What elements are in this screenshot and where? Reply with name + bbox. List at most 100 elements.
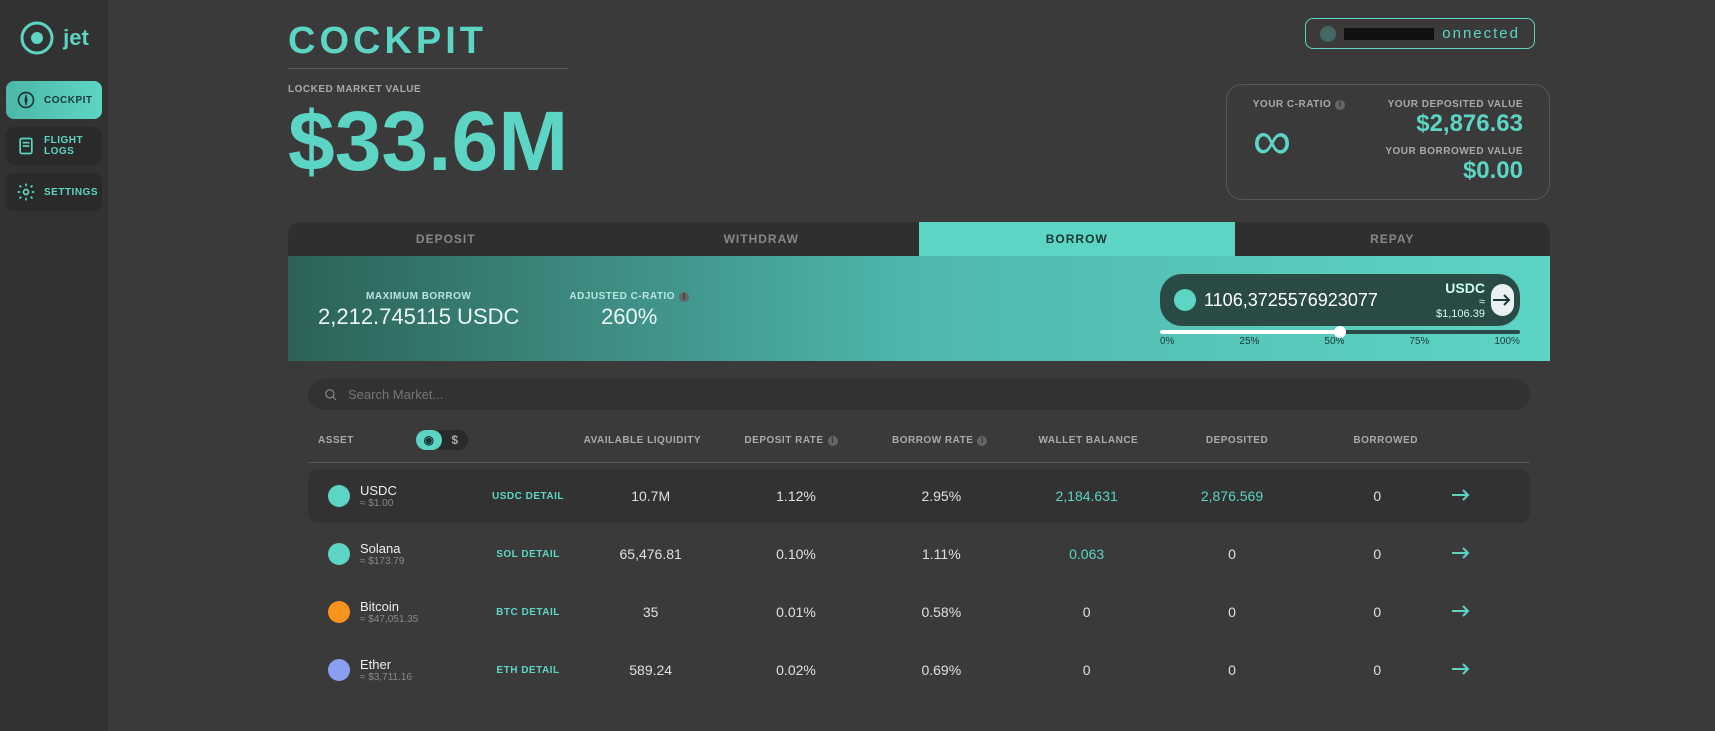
cell-wallet: 0 <box>1014 662 1159 678</box>
info-icon[interactable]: i <box>977 436 987 446</box>
adj-cratio-value: 260% <box>569 304 689 330</box>
toggle-native-icon: ◉ <box>416 430 442 450</box>
col-borrowed: BORROWED <box>1311 435 1460 446</box>
borrow-panel: MAXIMUM BORROW 2,212.745115 USDC ADJUSTE… <box>288 256 1550 361</box>
brand-text: jet <box>63 25 89 51</box>
cell-wallet: 0.063 <box>1014 546 1159 562</box>
arrow-right-icon <box>1450 662 1472 676</box>
locked-market-block: LOCKED MARKET VALUE $33.6M <box>288 84 568 183</box>
cell-borrow-rate: 0.58% <box>869 604 1014 620</box>
table-row[interactable]: USDC≈ $1.00 USDC DETAIL 10.7M 1.12% 2.95… <box>308 469 1530 523</box>
borrowed-label: YOUR BORROWED VALUE <box>1385 146 1523 157</box>
amount-input-wrap: USDC ≈ $1,106.39 <box>1160 274 1520 326</box>
compass-icon <box>16 90 36 110</box>
col-asset: ASSET <box>318 435 354 446</box>
col-deposit-rate: DEPOSIT RATEi <box>717 435 866 446</box>
cell-deposit-rate: 0.02% <box>723 662 868 678</box>
info-icon[interactable]: i <box>679 292 689 302</box>
currency-block: USDC ≈ $1,106.39 <box>1436 280 1485 320</box>
asset-detail-link[interactable]: ETH DETAIL <box>478 665 578 676</box>
asset-detail-link[interactable]: BTC DETAIL <box>478 607 578 618</box>
borrowed-value: $0.00 <box>1385 157 1523 185</box>
wallet-status-badge[interactable]: onnected <box>1305 18 1535 49</box>
info-icon[interactable]: i <box>1335 100 1345 110</box>
asset-cell: Bitcoin≈ $47,051.35 <box>328 599 478 625</box>
info-icon[interactable]: i <box>828 436 838 446</box>
cell-liquidity: 35 <box>578 604 723 620</box>
slider-0: 0% <box>1160 336 1174 347</box>
sidebar: jet COCKPIT FLIGHTLOGS SETTINGS <box>0 0 108 731</box>
cell-wallet: 0 <box>1014 604 1159 620</box>
table-header: ASSET ◉ $ AVAILABLE LIQUIDITY DEPOSIT RA… <box>298 424 1540 456</box>
nav-cockpit-label: COCKPIT <box>44 95 93 106</box>
tab-deposit[interactable]: DEPOSIT <box>288 222 604 256</box>
col-borrow-rate: BORROW RATEi <box>865 435 1014 446</box>
deposited-value: $2,876.63 <box>1385 110 1523 138</box>
asset-cell: Ether≈ $3,711.16 <box>328 657 478 683</box>
adj-cratio-block: ADJUSTED C-RATIOi 260% <box>569 291 689 330</box>
adj-cratio-label: ADJUSTED C-RATIOi <box>569 291 689 302</box>
arrow-right-icon <box>1450 546 1472 560</box>
arrow-right-icon <box>1491 293 1513 307</box>
table-row[interactable]: Ether≈ $3,711.16 ETH DETAIL 589.24 0.02%… <box>308 643 1530 697</box>
arrow-right-icon <box>1450 604 1472 618</box>
max-borrow-block: MAXIMUM BORROW 2,212.745115 USDC <box>318 291 519 330</box>
search-wrap <box>308 379 1530 410</box>
amount-field[interactable] <box>1204 290 1436 311</box>
asset-name: USDC <box>360 483 397 498</box>
main-content: onnected Cockpit LOCKED MARKET VALUE $33… <box>108 0 1715 731</box>
search-input[interactable] <box>348 387 1514 402</box>
asset-price: ≈ $47,051.35 <box>360 614 418 625</box>
cell-borrowed: 0 <box>1305 546 1450 562</box>
cell-liquidity: 589.24 <box>578 662 723 678</box>
cell-borrow-rate: 2.95% <box>869 488 1014 504</box>
max-borrow-label: MAXIMUM BORROW <box>318 291 519 302</box>
table-row[interactable]: Solana≈ $173.79 SOL DETAIL 65,476.81 0.1… <box>308 527 1530 581</box>
nav-settings-label: SETTINGS <box>44 187 98 198</box>
slider-75: 75% <box>1409 336 1429 347</box>
currency-toggle[interactable]: ◉ $ <box>416 430 468 450</box>
cell-borrow-rate: 0.69% <box>869 662 1014 678</box>
nav-settings[interactable]: SETTINGS <box>6 173 102 211</box>
max-borrow-value: 2,212.745115 USDC <box>318 304 519 330</box>
header-divider <box>308 462 1530 463</box>
submit-button[interactable] <box>1491 284 1514 316</box>
slider-25: 25% <box>1239 336 1259 347</box>
tab-borrow[interactable]: BORROW <box>919 222 1235 256</box>
slider-thumb[interactable] <box>1334 326 1346 338</box>
arrow-right-icon <box>1450 488 1472 502</box>
asset-detail-link[interactable]: USDC DETAIL <box>478 491 578 502</box>
asset-cell: USDC≈ $1.00 <box>328 483 478 509</box>
tab-withdraw[interactable]: WITHDRAW <box>604 222 920 256</box>
deposited-label: YOUR DEPOSITED VALUE <box>1385 99 1523 110</box>
cell-liquidity: 65,476.81 <box>578 546 723 562</box>
cell-borrowed: 0 <box>1305 662 1450 678</box>
cell-deposited: 0 <box>1159 546 1304 562</box>
cell-borrowed: 0 <box>1305 604 1450 620</box>
search-icon <box>324 388 338 402</box>
cell-borrow-rate: 1.11% <box>869 546 1014 562</box>
nav-cockpit[interactable]: COCKPIT <box>6 81 102 119</box>
wallet-address-redacted <box>1344 28 1434 40</box>
cratio-label: YOUR C-RATIOi <box>1253 99 1346 110</box>
row-arrow[interactable] <box>1450 488 1510 505</box>
col-deposited: DEPOSITED <box>1163 435 1312 446</box>
asset-icon <box>328 485 350 507</box>
table-row[interactable]: Bitcoin≈ $47,051.35 BTC DETAIL 35 0.01% … <box>308 585 1530 639</box>
currency-approx: ≈ $1,106.39 <box>1436 296 1485 320</box>
asset-detail-link[interactable]: SOL DETAIL <box>478 549 578 560</box>
row-arrow[interactable] <box>1450 604 1510 621</box>
market-panel: ASSET ◉ $ AVAILABLE LIQUIDITY DEPOSIT RA… <box>288 361 1550 721</box>
row-arrow[interactable] <box>1450 662 1510 679</box>
nav-flight-logs-label: FLIGHTLOGS <box>44 135 83 157</box>
nav-flight-logs[interactable]: FLIGHTLOGS <box>6 127 102 165</box>
gear-icon <box>16 182 36 202</box>
tab-repay[interactable]: REPAY <box>1235 222 1551 256</box>
percent-slider[interactable]: 0% 25% 50% 75% 100% <box>1160 336 1520 347</box>
asset-cell: Solana≈ $173.79 <box>328 541 478 567</box>
cell-deposit-rate: 0.10% <box>723 546 868 562</box>
row-arrow[interactable] <box>1450 546 1510 563</box>
logo: jet <box>19 20 89 56</box>
asset-price: ≈ $1.00 <box>360 498 397 509</box>
slider-fill <box>1160 330 1340 334</box>
